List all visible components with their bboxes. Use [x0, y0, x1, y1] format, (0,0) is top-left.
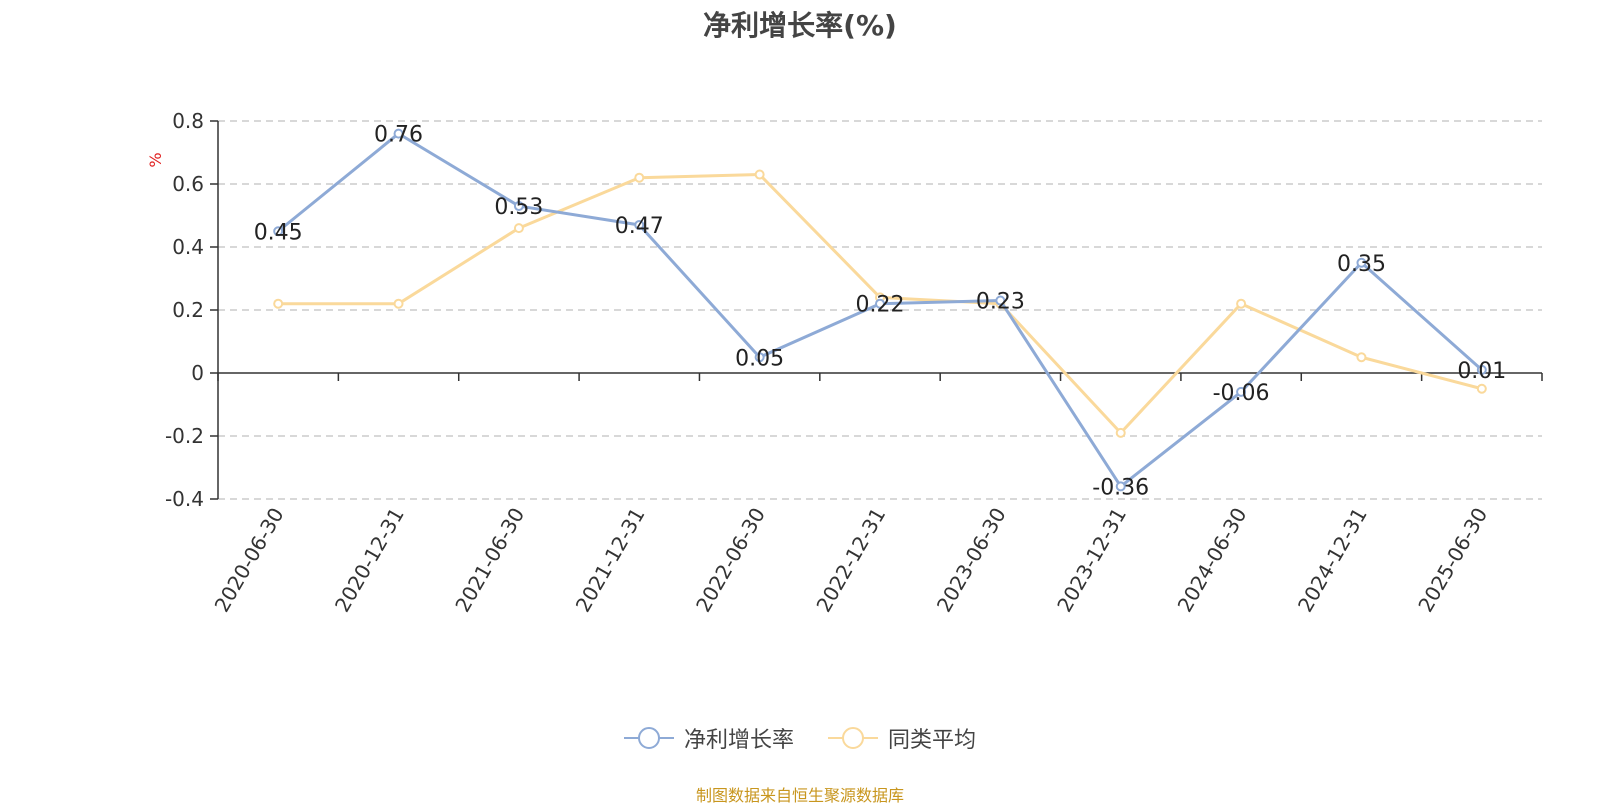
data-label: 0.76	[374, 123, 423, 148]
data-point	[273, 298, 284, 309]
data-source-note: 制图数据来自恒生聚源数据库	[695, 786, 904, 805]
data-point	[1356, 257, 1367, 268]
legend-line-circle-icon	[623, 726, 674, 750]
data-point	[1236, 386, 1247, 397]
data-point	[513, 201, 524, 212]
data-point	[1115, 481, 1126, 492]
data-point	[1476, 383, 1487, 394]
data-labels: 0.45 0.76 0.53 0.47 0.05 0.22 0.23 -0.36 -0.06 0.…	[254, 123, 1507, 501]
y-axis-label: %	[146, 152, 165, 167]
y-tick-label: 0	[191, 361, 204, 385]
data-point	[634, 172, 645, 183]
data-point	[393, 128, 404, 139]
legend-label: 同类平均	[888, 728, 977, 753]
y-tick-label: 0.2	[172, 298, 204, 322]
data-point	[995, 295, 1006, 306]
legend-label: 净利增长率	[683, 728, 794, 753]
data-point	[1476, 364, 1487, 375]
data-point	[1115, 427, 1126, 438]
y-tick-label: -0.4	[165, 487, 204, 511]
x-tick-label: 2025-06-30	[1413, 504, 1492, 617]
legend: 净利增长率 同类平均	[0, 722, 1600, 754]
data-label: 0.45	[254, 220, 303, 245]
data-label: 0.35	[1337, 252, 1386, 277]
data-point	[1356, 352, 1367, 363]
legend-line-circle-icon	[828, 726, 878, 750]
x-tick-label: 2023-06-30	[932, 504, 1011, 617]
x-tick-label: 2023-12-31	[1052, 504, 1131, 617]
data-point	[875, 298, 885, 309]
data-label: 0.05	[735, 346, 784, 371]
data-label: 0.22	[856, 293, 905, 318]
data-point	[273, 226, 284, 237]
data-label: 0.47	[615, 214, 664, 239]
data-point	[1236, 298, 1247, 309]
chart-title: 净利增长率(%)	[703, 9, 897, 42]
data-label: 0.01	[1457, 359, 1506, 384]
legend-item-net-profit[interactable]: 净利增长率	[623, 722, 794, 754]
x-tick-label: 2020-12-31	[330, 503, 409, 616]
data-point	[393, 298, 404, 309]
x-tick-label: 2021-12-31	[571, 504, 650, 617]
grid-lines	[218, 120, 1542, 500]
x-tick-label: 2021-06-30	[450, 504, 529, 617]
data-label: -0.06	[1213, 381, 1270, 406]
x-tick-label: 2022-06-30	[691, 504, 770, 617]
y-tick-label: 0.6	[172, 172, 204, 196]
data-point	[513, 223, 524, 234]
x-tick-label: 2024-06-30	[1173, 504, 1252, 617]
y-tick-label: 0.4	[172, 235, 204, 259]
data-point	[754, 352, 765, 363]
data-label: -0.36	[1092, 475, 1149, 500]
data-label: 0.53	[494, 195, 543, 220]
y-tick-label: -0.2	[165, 424, 204, 448]
data-label: 0.23	[976, 290, 1025, 315]
series-layer	[273, 128, 1487, 492]
x-tick-label: 2024-12-31	[1293, 504, 1372, 617]
data-point	[754, 169, 765, 180]
data-point	[634, 219, 645, 230]
x-tick-label: 2022-12-31	[811, 504, 890, 617]
legend-item-peer-average[interactable]: 同类平均	[828, 722, 976, 754]
x-tick-label: 2020-06-30	[210, 504, 289, 617]
y-tick-label: 0.8	[172, 109, 204, 133]
